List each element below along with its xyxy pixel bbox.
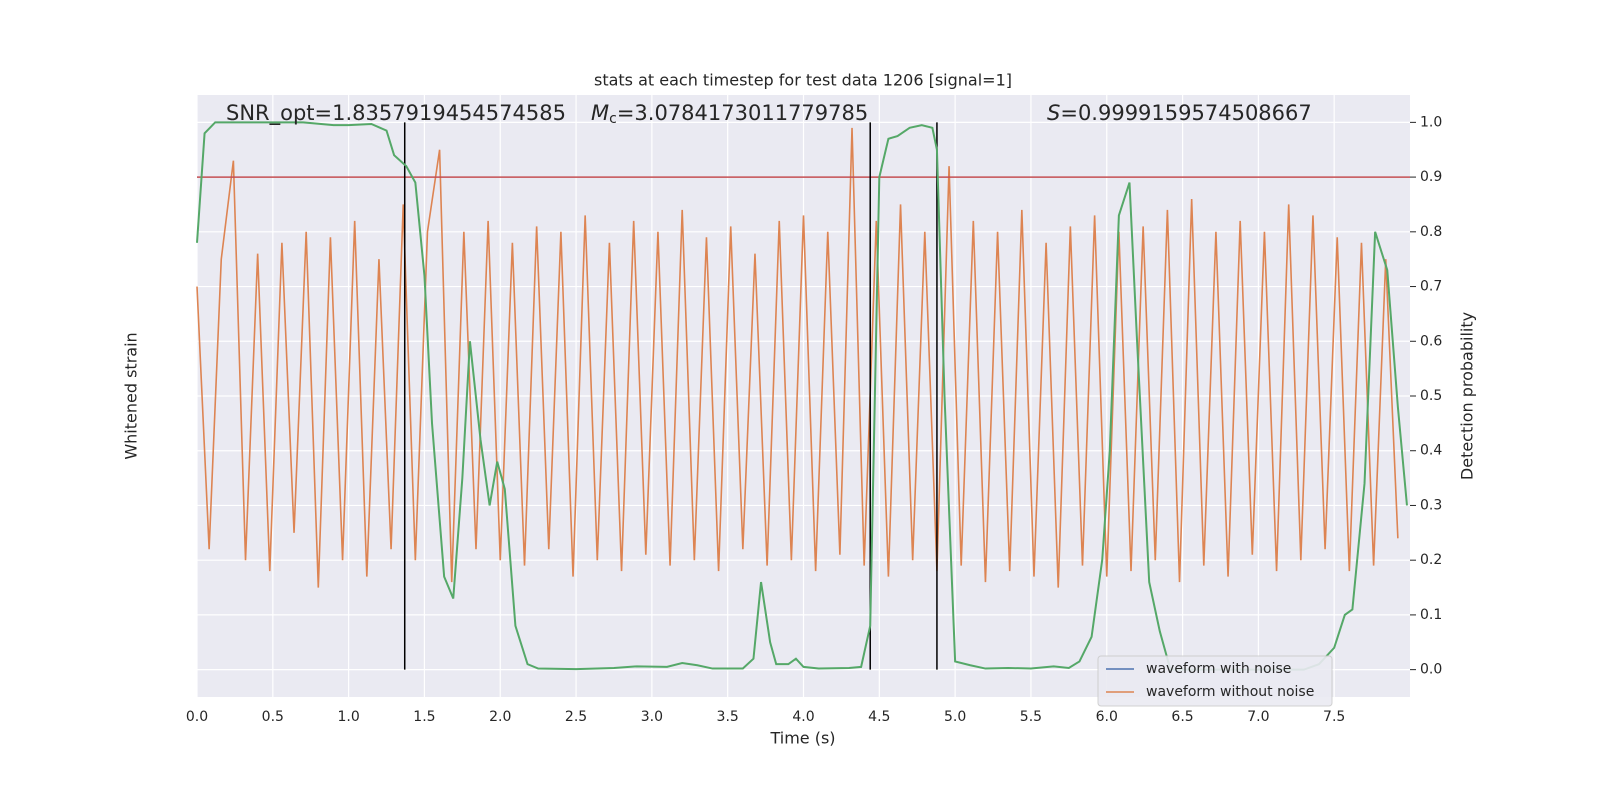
- legend-label: waveform without noise: [1146, 684, 1314, 700]
- y2-tick-label: 0.5: [1420, 388, 1442, 404]
- y2-tick-label: 0.0: [1420, 662, 1442, 678]
- x-tick-label: 3.0: [641, 709, 663, 725]
- x-tick-label: 4.0: [792, 709, 814, 725]
- y2-tick-label: 0.3: [1420, 497, 1442, 513]
- y2-tick-label: 0.1: [1420, 607, 1442, 623]
- annotation-part: M: [591, 101, 609, 125]
- annotation-part: SNR_opt=1.8357919454574585: [226, 101, 566, 126]
- x-tick-label: 2.0: [489, 709, 511, 725]
- x-tick-label: 4.5: [868, 709, 890, 725]
- y2-tick-label: 1.0: [1420, 114, 1442, 130]
- detection-line: [196, 121, 1408, 671]
- x-tick-label: 7.5: [1323, 709, 1345, 725]
- x-tick-label: 1.0: [337, 709, 359, 725]
- x-tick-label: 1.5: [413, 709, 435, 725]
- x-tick-label: 5.0: [944, 709, 966, 725]
- annotation-part: S: [1047, 101, 1060, 125]
- y2-tick-label: 0.9: [1420, 169, 1442, 185]
- annotation: SNR_opt=1.8357919454574585: [226, 101, 566, 126]
- x-tick-label: 2.5: [565, 709, 587, 725]
- x-tick-label: 3.5: [717, 709, 739, 725]
- x-tick-label: 0.0: [186, 709, 208, 725]
- annotation-part: =0.9999159574508667: [1060, 101, 1311, 125]
- y-axis-label: Whitened strain: [122, 332, 141, 459]
- annotation-part: c: [609, 111, 617, 127]
- annotation-part: =3.0784173011779785: [617, 101, 868, 125]
- x-axis-label: Time (s): [769, 729, 835, 748]
- y2-tick-label: 0.4: [1420, 443, 1442, 459]
- y2-tick-label: 0.8: [1420, 224, 1442, 240]
- waveform-line: [196, 127, 1399, 588]
- x-tick-label: 7.0: [1247, 709, 1269, 725]
- y2-tick-label: 0.7: [1420, 279, 1442, 295]
- y2-tick-label: 0.2: [1420, 552, 1442, 568]
- annotation: S=0.9999159574508667: [1047, 101, 1312, 125]
- x-tick-label: 5.5: [1020, 709, 1042, 725]
- legend-box: [1097, 655, 1333, 707]
- chart-title: stats at each timestep for test data 120…: [594, 71, 1012, 90]
- y2-axis-label: Detection probability: [1458, 312, 1477, 480]
- x-tick-label: 0.5: [262, 709, 284, 725]
- annotation: Mc=3.0784173011779785: [591, 101, 868, 127]
- x-tick-label: 6.0: [1096, 709, 1118, 725]
- legend-label: waveform with noise: [1146, 661, 1291, 677]
- x-tick-label: 6.5: [1171, 709, 1193, 725]
- y2-tick-label: 0.6: [1420, 333, 1442, 349]
